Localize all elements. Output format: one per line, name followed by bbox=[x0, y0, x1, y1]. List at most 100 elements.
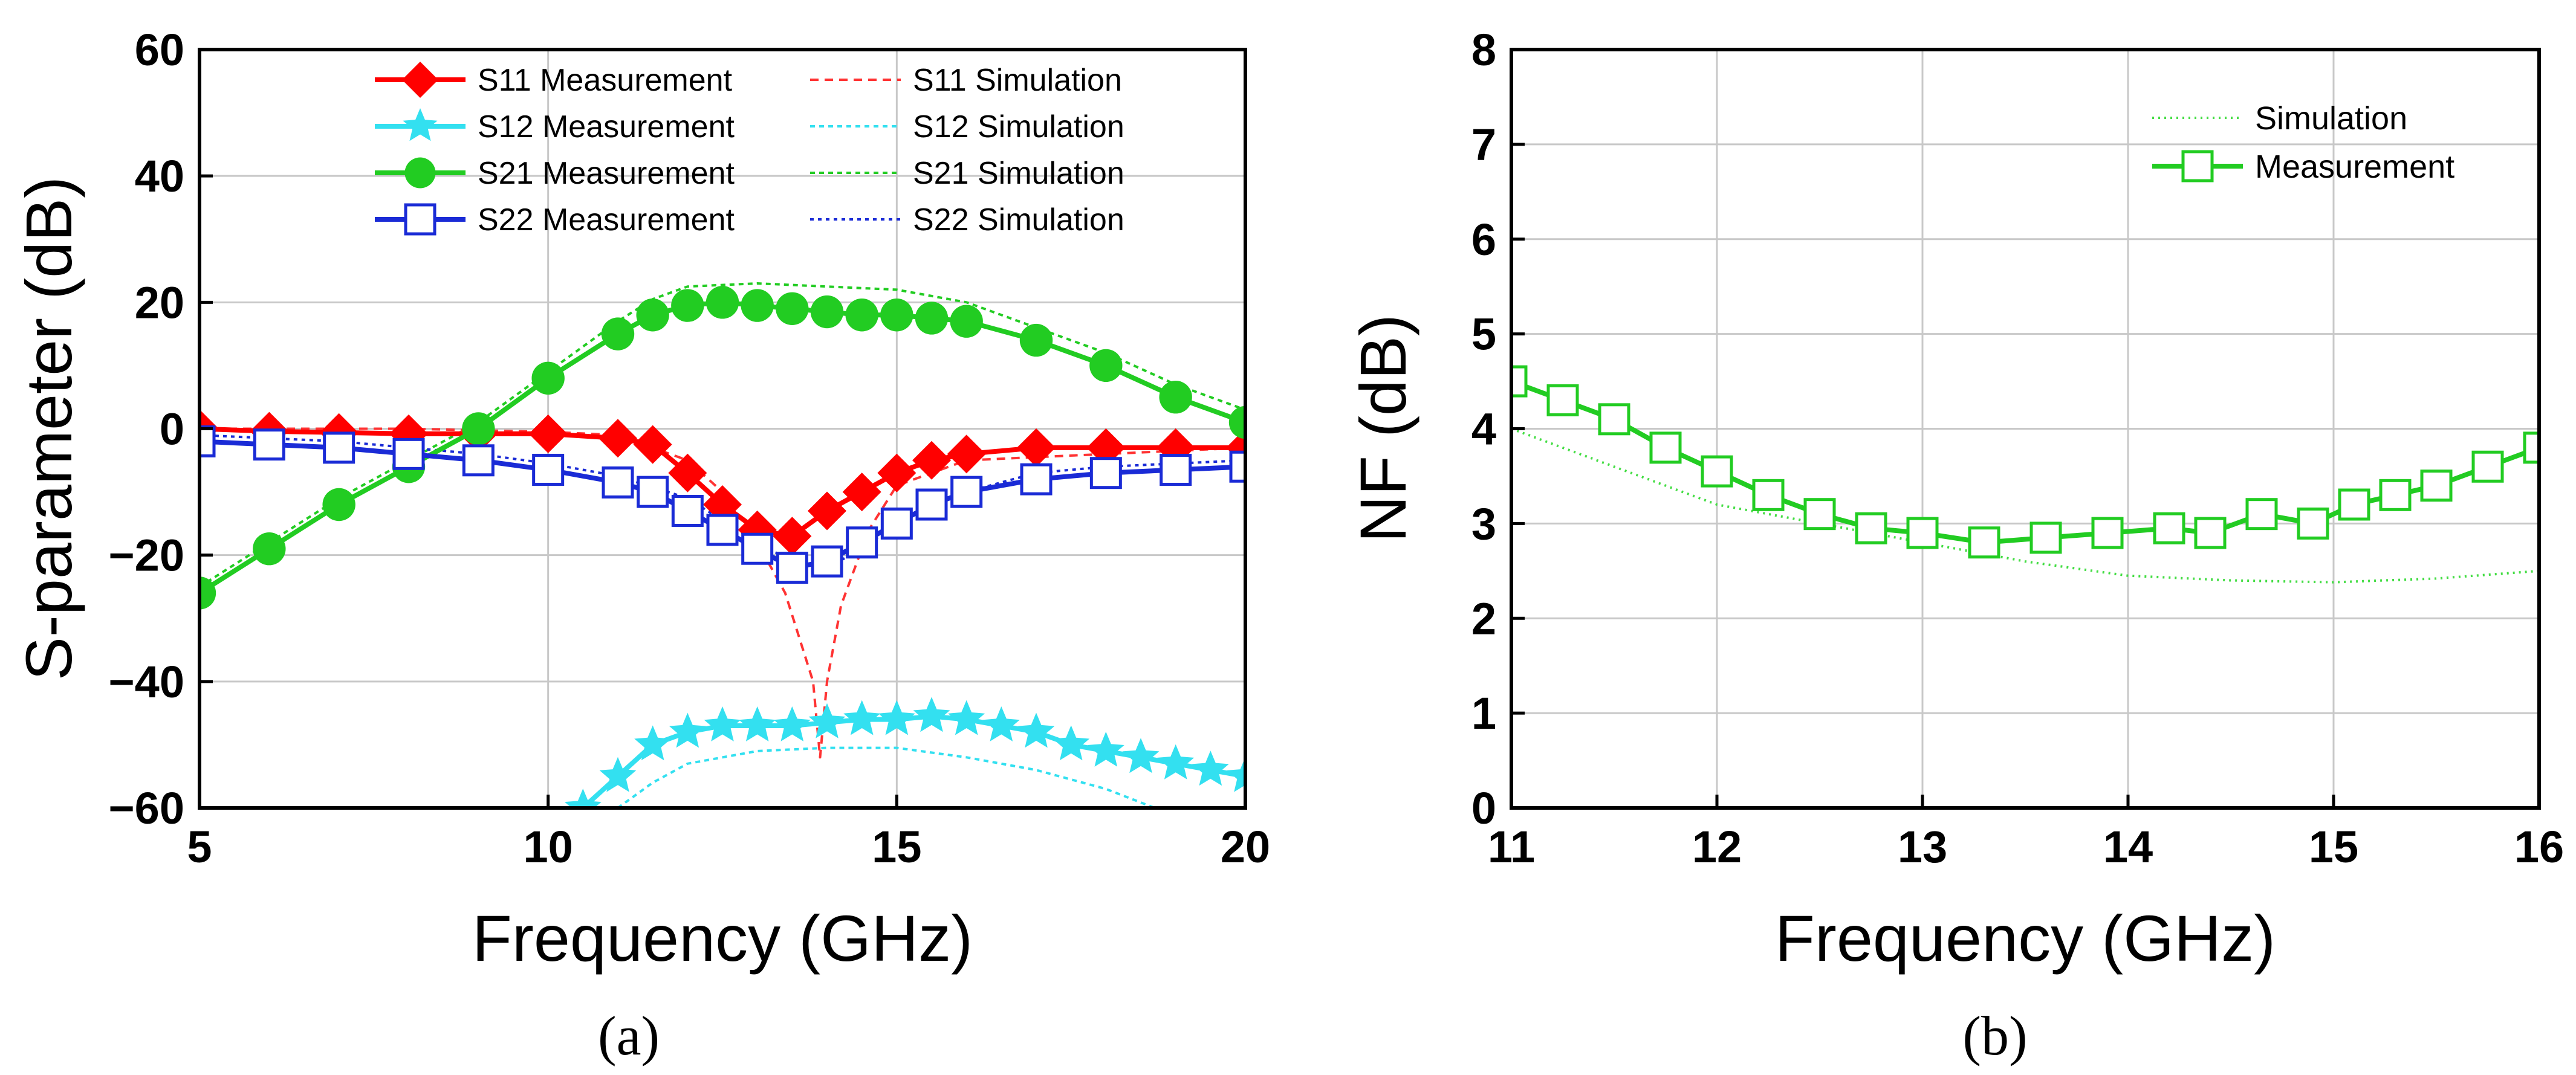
a-s21-measurement-point bbox=[1089, 349, 1123, 383]
a-s12-measurement-point bbox=[1053, 725, 1090, 761]
b-y-tick-label: 1 bbox=[1471, 688, 1496, 738]
a-s21-measurement-point bbox=[845, 299, 878, 332]
b-measurement-point bbox=[2523, 431, 2539, 464]
a-s22-measurement-point bbox=[1089, 457, 1122, 489]
a-s12-measurement-point bbox=[982, 706, 1020, 741]
b-y-axis-title: NF (dB) bbox=[1346, 314, 1419, 543]
a-s22-measurement-point bbox=[637, 476, 669, 508]
b-y-tick-label: 8 bbox=[1471, 25, 1496, 75]
a-s12-measurement-point bbox=[773, 706, 811, 741]
a-s11-measurement-point bbox=[947, 434, 986, 474]
b-measurement-point bbox=[2471, 450, 2504, 483]
a-s22-measurement-point bbox=[1160, 453, 1192, 486]
b-x-tick-label: 11 bbox=[1488, 822, 1535, 872]
a-legend-entry-s21-simulation: S21 Simulation bbox=[810, 156, 1124, 191]
b-y-tick-label: 2 bbox=[1471, 593, 1496, 644]
b-y-tick-label: 7 bbox=[1471, 120, 1496, 170]
a-s12-measurement-point bbox=[808, 703, 846, 738]
a-legend-label: S12 Measurement bbox=[478, 109, 735, 144]
b-legend-entry-simulation: Simulation bbox=[2152, 100, 2407, 137]
a-s22-measurement-point bbox=[1020, 463, 1053, 496]
b-measurement-point bbox=[2194, 517, 2227, 549]
a-s12-measurement-point bbox=[564, 789, 602, 808]
a-legend-entry-s21-measurement: S21 Measurement bbox=[375, 156, 735, 191]
a-s11-measurement-point bbox=[808, 491, 846, 531]
b-measurement-point bbox=[1855, 512, 1887, 544]
a-series-s11-simulation-line bbox=[200, 427, 1245, 759]
a-s21-measurement-point bbox=[322, 488, 355, 521]
a-legend-entry-s11-simulation: S11 Simulation bbox=[810, 63, 1122, 98]
a-s21-measurement-point bbox=[741, 289, 774, 322]
a-s22-measurement-point bbox=[846, 526, 878, 559]
a-s12-measurement-point bbox=[739, 706, 776, 741]
a-s22-measurement-point bbox=[671, 494, 704, 527]
b-measurement-point bbox=[1803, 498, 1836, 531]
b-legend-label: Simulation bbox=[2255, 100, 2407, 137]
a-s21-measurement-point bbox=[915, 302, 949, 335]
a-s22-measurement-point bbox=[811, 545, 843, 578]
a-s11-measurement-point bbox=[912, 441, 951, 480]
b-measurement-point bbox=[2153, 512, 2185, 544]
b-measurement-point bbox=[2338, 488, 2370, 521]
b-measurement-point bbox=[2420, 470, 2453, 502]
a-s21-measurement-point bbox=[776, 292, 809, 325]
b-measurement-point bbox=[1968, 526, 2000, 559]
a-legend-entry-s12-measurement: S12 Measurement bbox=[375, 108, 735, 144]
a-legend-marker bbox=[402, 62, 438, 98]
a-legend-marker bbox=[404, 203, 436, 236]
a-s12-measurement-point bbox=[1122, 738, 1160, 773]
a-s11-measurement-point bbox=[528, 414, 568, 453]
a-s11-measurement-point bbox=[599, 419, 637, 458]
b-x-axis-title: Frequency (GHz) bbox=[1775, 902, 2276, 975]
b-legend-entry-measurement: Measurement bbox=[2152, 149, 2454, 185]
a-x-axis-title: Frequency (GHz) bbox=[472, 902, 973, 975]
a-y-tick-label: −40 bbox=[108, 657, 184, 707]
a-s22-measurement-point bbox=[462, 444, 495, 477]
a-legend: S11 Measurement S12 Measurement S21 Measur… bbox=[375, 62, 1124, 237]
a-s22-measurement-point bbox=[706, 514, 739, 546]
b-x-tick-label: 15 bbox=[2309, 822, 2358, 872]
a-y-tick-label: 40 bbox=[135, 151, 184, 201]
a-s11-measurement-point bbox=[668, 453, 707, 492]
a-x-tick-label: 5 bbox=[187, 822, 212, 872]
a-s22-measurement-point bbox=[776, 552, 808, 584]
b-measurement-point bbox=[1701, 455, 1733, 488]
a-legend-label: S12 Simulation bbox=[913, 109, 1124, 144]
a-s21-measurement-point bbox=[531, 361, 565, 395]
a-s22-measurement-point bbox=[1229, 450, 1245, 483]
a-s22-measurement-point bbox=[323, 431, 355, 464]
a-s12-measurement-point bbox=[878, 700, 915, 735]
a-s12-measurement-point bbox=[1227, 757, 1245, 792]
a-s12-measurement-point bbox=[704, 706, 741, 741]
a-s21-measurement-point bbox=[200, 576, 216, 610]
b-series-group bbox=[1511, 365, 2539, 584]
a-series-s12-simulation-line bbox=[617, 746, 1155, 808]
a-legend-entry-s22-simulation: S22 Simulation bbox=[810, 202, 1124, 237]
b-measurement-point bbox=[2379, 479, 2412, 511]
b-x-tick-label: 16 bbox=[2514, 822, 2564, 872]
a-s12-measurement-point bbox=[599, 757, 637, 792]
b-measurement-point bbox=[1546, 384, 1579, 416]
a-s21-measurement-point bbox=[810, 295, 844, 329]
a-s12-measurement-point bbox=[1192, 751, 1229, 786]
a-s11-measurement-point bbox=[877, 453, 917, 492]
a-series-s21-simulation-line bbox=[200, 282, 1245, 588]
a-y-tick-label: 60 bbox=[135, 25, 184, 75]
a-s12-measurement-point bbox=[1017, 712, 1055, 748]
a-s21-measurement-point bbox=[671, 289, 704, 322]
b-panel-label: (b) bbox=[1962, 1005, 2027, 1067]
a-legend-entry-s11-measurement: S11 Measurement bbox=[375, 62, 733, 98]
a-y-tick-label: −20 bbox=[108, 531, 184, 581]
b-y-tick-label: 4 bbox=[1471, 404, 1496, 454]
a-y-axis-title: S-parameter (dB) bbox=[12, 176, 85, 680]
a-s21-measurement-point bbox=[1019, 323, 1053, 357]
a-s21-measurement-point bbox=[1159, 381, 1192, 414]
a-x-tick-label: 10 bbox=[524, 822, 573, 872]
a-s21-measurement-point bbox=[706, 286, 739, 319]
b-measurement-point bbox=[1649, 431, 1682, 464]
a-legend-label: S11 Measurement bbox=[478, 63, 733, 98]
a-s22-measurement-point bbox=[602, 466, 634, 499]
a-y-tick-label: 0 bbox=[160, 404, 184, 454]
b-measurement-point bbox=[1752, 479, 1785, 511]
